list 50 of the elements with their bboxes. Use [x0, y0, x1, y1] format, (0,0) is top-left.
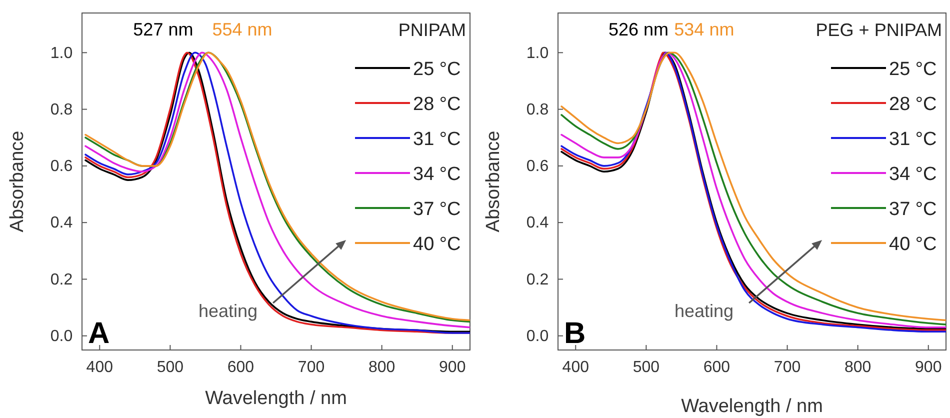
x-tick-label: 900	[439, 359, 466, 376]
x-tick-label: 900	[915, 359, 942, 376]
annotation: 527 nm	[133, 20, 194, 40]
annotation: heating	[674, 301, 734, 321]
legend-label: 25 °C	[413, 59, 461, 80]
x-axis-title: Wavelength / nm	[205, 388, 347, 409]
y-axis-title: Absorbance	[7, 130, 28, 232]
annotation: A	[88, 317, 110, 350]
legend-title: PNIPAM	[398, 20, 466, 40]
annotation: B	[564, 317, 586, 350]
legend-title: PEG + PNIPAM	[816, 20, 942, 40]
x-tick-label: 600	[703, 359, 730, 376]
x-tick-label: 600	[227, 359, 254, 376]
x-tick-label: 500	[632, 359, 660, 376]
legend-label: 34 °C	[413, 164, 461, 185]
legend-label: 28 °C	[413, 94, 461, 115]
legend-label: 37 °C	[889, 199, 937, 220]
annotation: heating	[198, 301, 258, 321]
y-tick-label: 0.4	[50, 214, 73, 232]
x-tick-label: 400	[562, 359, 590, 376]
legend-label: 37 °C	[413, 199, 461, 220]
y-tick-label: 0.0	[526, 328, 549, 345]
legend-label: 31 °C	[889, 129, 937, 150]
y-tick-label: 1.0	[50, 44, 73, 62]
x-tick-label: 700	[298, 359, 325, 376]
y-tick-label: 0.6	[50, 158, 73, 176]
y-tick-label: 0.8	[50, 101, 73, 118]
x-tick-label: 800	[844, 359, 872, 376]
x-tick-label: 700	[774, 359, 801, 376]
x-tick-label: 500	[156, 359, 184, 376]
annotation: 526 nm	[608, 20, 669, 40]
y-tick-label: 0.2	[50, 271, 73, 288]
legend-label: 31 °C	[413, 129, 461, 150]
legend-label: 40 °C	[413, 234, 461, 255]
y-tick-label: 0.2	[526, 271, 549, 288]
x-tick-label: 400	[86, 359, 114, 376]
x-axis-title: Wavelength / nm	[681, 396, 823, 417]
legend-label: 40 °C	[889, 234, 937, 255]
legend-label: 28 °C	[889, 94, 937, 115]
annotation: 554 nm	[212, 20, 272, 40]
y-tick-label: 1.0	[526, 44, 549, 62]
y-tick-label: 0.6	[526, 158, 549, 176]
y-tick-label: 0.8	[526, 101, 549, 118]
legend-label: 25 °C	[889, 59, 937, 80]
y-tick-label: 0.0	[50, 328, 73, 345]
legend-label: 34 °C	[889, 164, 937, 185]
x-tick-label: 800	[368, 359, 396, 376]
y-tick-label: 0.4	[526, 214, 549, 232]
annotation: 534 nm	[674, 20, 734, 40]
y-axis-title: Absorbance	[483, 130, 504, 232]
